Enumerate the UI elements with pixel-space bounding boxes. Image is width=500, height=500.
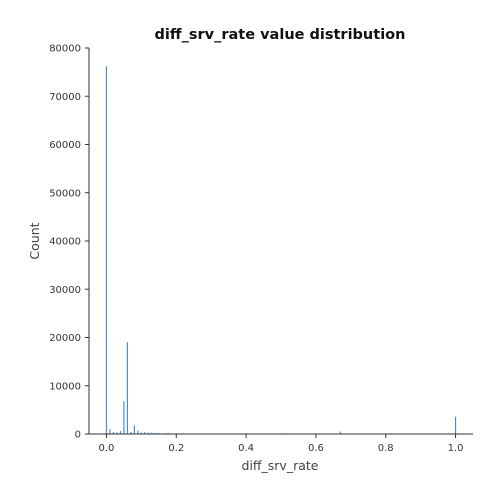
x-tick-label: 1.0	[448, 443, 464, 454]
histogram-bar	[154, 432, 156, 434]
histogram-bar	[133, 425, 135, 434]
histogram-bar	[105, 66, 108, 434]
histogram-bar	[140, 432, 142, 434]
y-ticks-group: 0 10000 20000 30000 40000 50000 60000 70000 8000…	[49, 44, 89, 441]
x-axis-label: diff_srv_rate	[242, 458, 319, 473]
histogram-bar	[112, 432, 115, 434]
histogram-bar	[144, 432, 146, 434]
x-tick-label: 0.6	[308, 443, 324, 454]
y-tick-label: 70000	[49, 92, 81, 103]
histogram-bar	[109, 429, 111, 434]
y-tick-label: 10000	[49, 381, 81, 392]
histogram-bar	[119, 431, 122, 434]
x-tick-label: 0.8	[378, 443, 394, 454]
histogram-bar	[339, 431, 341, 434]
y-tick-label: 60000	[49, 140, 81, 151]
x-tick-label: 0.0	[99, 443, 115, 454]
histogram-bar	[126, 342, 128, 434]
histogram-bar	[151, 432, 153, 434]
histogram-bar	[147, 432, 149, 434]
y-tick-label: 0	[75, 430, 81, 441]
y-tick-label: 80000	[49, 44, 81, 55]
y-tick-label: 40000	[49, 237, 81, 248]
x-tick-label: 0.2	[168, 443, 184, 454]
histogram-bar	[130, 432, 132, 434]
y-tick-label: 50000	[49, 188, 81, 199]
histogram-bar	[454, 416, 457, 434]
bars-group	[105, 66, 457, 434]
y-axis-label: Count	[27, 222, 42, 259]
x-ticks-group: 0.0 0.2 0.4 0.6 0.8 1.0	[99, 434, 464, 454]
y-tick-label: 20000	[49, 333, 81, 344]
x-tick-label: 0.4	[238, 443, 254, 454]
y-tick-label: 30000	[49, 285, 81, 296]
histogram-bar	[123, 401, 125, 434]
histogram-bar	[116, 432, 118, 434]
histogram-bar	[137, 430, 139, 434]
chart-title: diff_srv_rate value distribution	[155, 27, 406, 43]
